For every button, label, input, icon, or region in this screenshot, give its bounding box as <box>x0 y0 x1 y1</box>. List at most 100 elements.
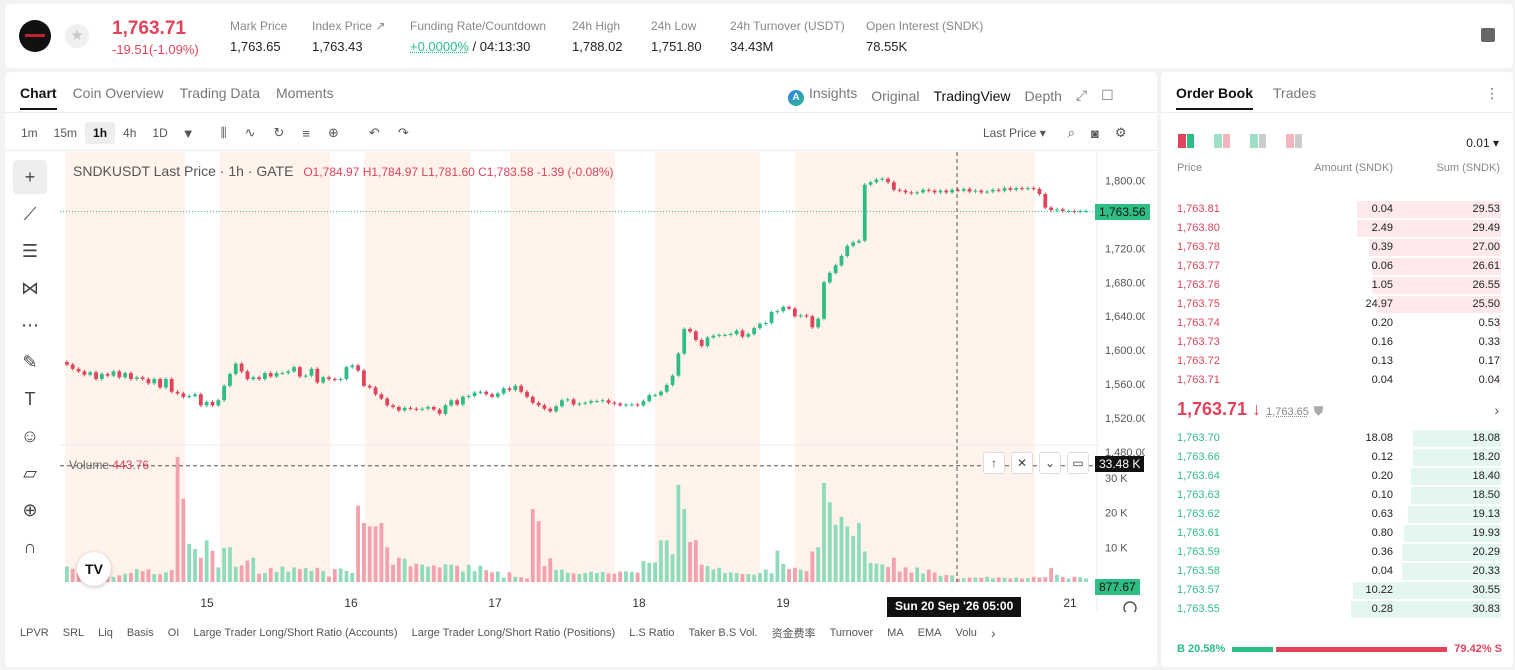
tab-insights[interactable]: A Insights <box>788 85 857 106</box>
mid-price[interactable]: 1,763.71 ↓ 1,763.65 ⛊ <box>1177 399 1323 419</box>
text-icon[interactable]: T <box>24 388 36 409</box>
candle-body <box>763 323 768 325</box>
redo-icon[interactable]: ↷ <box>397 125 409 140</box>
price-type-select[interactable]: Last Price ▾ <box>983 126 1046 140</box>
indicators-icon[interactable]: ∿ <box>244 125 256 140</box>
order-book-row[interactable]: 1,763.74 0.20 0.53 <box>1161 314 1513 333</box>
indicator-item[interactable]: L.S Ratio <box>629 627 675 639</box>
indicator-item[interactable]: MA <box>887 627 904 639</box>
zoom-in-icon[interactable]: ⊕ <box>22 499 38 520</box>
gear-icon[interactable]: ⚙ <box>1114 125 1127 140</box>
tradingview-logo[interactable]: TV <box>77 552 111 586</box>
window-icon[interactable]: ☐ <box>1101 87 1114 103</box>
order-book-row[interactable]: 1,763.76 1.05 26.55 <box>1161 276 1513 295</box>
order-book-row[interactable]: 1,763.70 18.08 18.08 <box>1161 429 1513 448</box>
search-icon[interactable]: ⌕ <box>1067 125 1075 140</box>
tab-tradingview[interactable]: TradingView <box>933 87 1011 104</box>
move-up-icon[interactable]: ↑ <box>983 452 1005 474</box>
collapse-icon[interactable]: ⌄ <box>1039 452 1061 474</box>
delete-icon[interactable]: ✕ <box>1011 452 1033 474</box>
order-book-row[interactable]: 1,763.58 0.04 20.33 <box>1161 562 1513 581</box>
indicator-item[interactable]: Taker B.S Vol. <box>688 627 758 639</box>
camera-icon[interactable]: ◙ <box>1091 125 1099 141</box>
chevron-right-icon[interactable]: › <box>1494 402 1499 418</box>
book-icon[interactable] <box>1481 28 1495 42</box>
indicator-item[interactable]: Volu <box>955 627 977 639</box>
magnet-icon[interactable]: ∩ <box>23 536 37 557</box>
candle-body <box>891 182 896 190</box>
maximize-icon[interactable]: ▭ <box>1067 452 1089 474</box>
order-book-row[interactable]: 1,763.64 0.20 18.40 <box>1161 467 1513 486</box>
trendline-icon[interactable]: ⟋ <box>23 203 37 224</box>
indicator-item[interactable]: Liq <box>98 627 113 639</box>
tick-size-select[interactable]: 0.01 ▾ <box>1466 136 1499 150</box>
order-book-row[interactable]: 1,763.57 10.22 30.55 <box>1161 581 1513 600</box>
indicator-item[interactable]: Basis <box>126 627 154 639</box>
candle-type-icon[interactable]: ⫼ <box>220 125 227 140</box>
order-book-row[interactable]: 1,763.80 2.49 29.49 <box>1161 219 1513 238</box>
book-depth-icon[interactable] <box>1286 134 1302 148</box>
timeframe-1d[interactable]: 1D <box>152 126 168 140</box>
indicator-item[interactable]: Large Trader Long/Short Ratio (Accounts) <box>193 627 398 639</box>
indicator-item[interactable]: LPVR <box>20 627 49 639</box>
horizontal-lines-icon[interactable]: ☰ <box>21 240 39 261</box>
timeframe-15m[interactable]: 15m <box>53 126 78 140</box>
order-book-row[interactable]: 1,763.66 0.12 18.20 <box>1161 448 1513 467</box>
order-book-row[interactable]: 1,763.55 0.28 30.83 <box>1161 600 1513 619</box>
order-book-row[interactable]: 1,763.63 0.10 18.50 <box>1161 486 1513 505</box>
order-book-row[interactable]: 1,763.59 0.36 20.29 <box>1161 543 1513 562</box>
tab-order-book[interactable]: Order Book <box>1176 85 1253 110</box>
order-book-row[interactable]: 1,763.75 24.97 25.50 <box>1161 295 1513 314</box>
order-book-row[interactable]: 1,763.78 0.39 27.00 <box>1161 238 1513 257</box>
tab-chart[interactable]: Chart <box>20 85 57 110</box>
pattern-icon[interactable]: ⋈ <box>21 277 39 298</box>
candle-body <box>868 182 873 185</box>
tab-original[interactable]: Original <box>871 87 920 104</box>
emoji-icon[interactable]: ☺ <box>20 425 40 446</box>
stat-index-price[interactable]: Index Price ↗ 1,763.43 <box>312 19 386 54</box>
price-tick-label: 1,640.00 <box>1105 311 1145 323</box>
replay-icon[interactable]: ↻ <box>273 125 285 140</box>
order-book-row[interactable]: 1,763.81 0.04 29.53 <box>1161 200 1513 219</box>
book-both-icon[interactable] <box>1178 134 1194 148</box>
volume-bar <box>233 566 238 582</box>
expand-icon[interactable]: ⤢ <box>1075 87 1088 103</box>
more-icon[interactable]: ⋮ <box>1485 85 1499 101</box>
tab-coin-overview[interactable]: Coin Overview <box>72 85 164 101</box>
order-book-row[interactable]: 1,763.71 0.04 0.04 <box>1161 371 1513 390</box>
volume-bar <box>327 576 331 582</box>
order-book-row[interactable]: 1,763.62 0.63 19.13 <box>1161 505 1513 524</box>
price-chart[interactable]: 1,800.001,760.001,720.001,680.001,640.00… <box>60 152 1145 612</box>
timeframe-dropdown-icon[interactable]: ▼ <box>181 125 195 141</box>
tab-trading-data[interactable]: Trading Data <box>179 85 261 101</box>
order-book-row[interactable]: 1,763.73 0.16 0.33 <box>1161 333 1513 352</box>
book-asks-icon[interactable] <box>1250 134 1266 148</box>
favorite-star-icon[interactable]: ★ <box>65 24 89 48</box>
ruler-icon[interactable]: ▱ <box>23 462 37 483</box>
indicator-item[interactable]: Turnover <box>829 627 874 639</box>
crosshair-icon[interactable]: + <box>13 160 47 194</box>
add-alert-icon[interactable]: ⊕ <box>328 125 339 140</box>
order-book-row[interactable]: 1,763.72 0.13 0.17 <box>1161 352 1513 371</box>
chevron-right-icon[interactable]: › <box>990 625 996 641</box>
tab-depth[interactable]: Depth <box>1024 87 1062 104</box>
stat-funding-rate[interactable]: Funding Rate/Countdown +0.0000% / 04:13:3… <box>410 19 547 54</box>
fib-icon[interactable]: ⋯ <box>21 314 39 335</box>
indicator-item[interactable]: OI <box>167 627 180 639</box>
candle-body <box>519 385 524 392</box>
tab-moments[interactable]: Moments <box>276 85 334 101</box>
tab-trades[interactable]: Trades <box>1273 85 1317 101</box>
indicator-item[interactable]: Large Trader Long/Short Ratio (Positions… <box>411 627 616 639</box>
undo-icon[interactable]: ↶ <box>368 125 380 140</box>
order-book-row[interactable]: 1,763.77 0.06 26.61 <box>1161 257 1513 276</box>
indicator-item[interactable]: EMA <box>917 627 942 639</box>
template-icon[interactable]: ≡ <box>302 125 310 141</box>
timeframe-1m[interactable]: 1m <box>21 126 38 140</box>
brush-icon[interactable]: ✎ <box>22 351 38 372</box>
timeframe-4h[interactable]: 4h <box>123 126 137 140</box>
indicator-item[interactable]: SRL <box>62 627 85 639</box>
timeframe-1h[interactable]: 1h <box>85 122 116 144</box>
order-book-row[interactable]: 1,763.61 0.80 19.93 <box>1161 524 1513 543</box>
book-bids-icon[interactable] <box>1214 134 1230 148</box>
indicator-item[interactable]: 资金费率 <box>771 628 816 640</box>
